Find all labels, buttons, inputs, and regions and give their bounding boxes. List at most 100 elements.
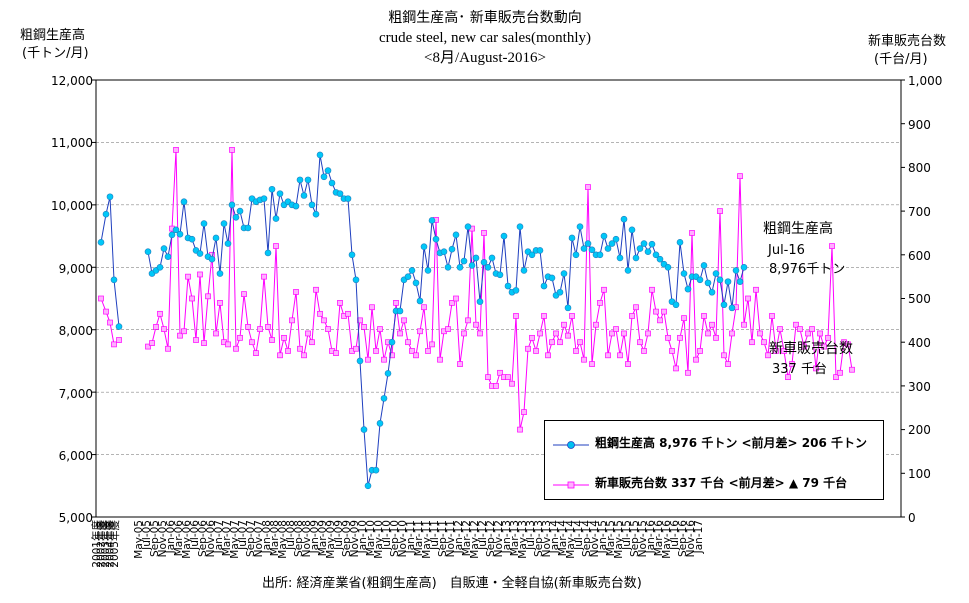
car-point	[185, 273, 191, 280]
steel-point	[432, 235, 440, 243]
x-tick-label: Jan-06	[165, 520, 177, 555]
steel-point	[336, 190, 344, 197]
x-tick-label: Nov-07	[253, 520, 265, 557]
x-tick-label: Nov-16	[685, 520, 697, 558]
car-point	[485, 374, 491, 381]
car-point	[181, 328, 187, 335]
steel-point	[724, 278, 732, 285]
x-tick-label: Sep-12	[485, 520, 497, 557]
car-point	[297, 345, 303, 352]
car-point	[661, 308, 667, 315]
steel-point	[428, 217, 436, 224]
right-axis-label-line1: 新車販売台数	[868, 34, 947, 49]
x-tick-label: Jul-05	[141, 520, 153, 551]
car-point	[145, 343, 151, 350]
x-tick-label: Nov-14	[589, 520, 601, 558]
car-point	[253, 350, 259, 356]
steel-point	[540, 282, 548, 290]
car-point	[697, 348, 703, 354]
car-point	[309, 339, 315, 346]
x-tick-label: Sep-05	[149, 520, 161, 557]
steel-point	[736, 278, 744, 285]
car-point	[361, 324, 367, 330]
left-tick-label: 6,000	[58, 449, 93, 463]
x-tick-label: May-05	[133, 520, 145, 559]
car-point	[809, 326, 815, 332]
x-tick-label: May-07	[229, 520, 241, 559]
x-tick-label: Nov-13	[541, 520, 553, 557]
steel-point	[444, 263, 452, 271]
car-point	[337, 300, 343, 306]
steel-point	[404, 273, 412, 280]
car-point	[245, 324, 251, 330]
steel-point	[488, 254, 496, 262]
steel-point	[500, 232, 508, 240]
x-tick-label: Jul-15	[621, 520, 633, 551]
legend-item-car: 新車販売台数 337 千台 <前月差> ▲ 79 千台	[553, 473, 847, 491]
car-point	[773, 348, 779, 354]
steel-point	[228, 201, 236, 209]
car-point	[657, 317, 663, 324]
car-point	[765, 352, 771, 359]
steel-point	[504, 282, 512, 290]
car-point	[233, 345, 239, 352]
steel-point	[196, 250, 204, 257]
axes	[92, 79, 905, 518]
steel-point	[656, 255, 664, 263]
steel-point	[536, 247, 544, 254]
steel-point	[652, 251, 660, 259]
car-point	[437, 356, 443, 363]
steel-point	[320, 173, 328, 181]
right-tick-label: 800	[908, 161, 931, 175]
steel-point	[264, 249, 272, 257]
car-point	[321, 317, 327, 324]
x-tick-label: May-09	[325, 520, 337, 559]
car-point	[681, 315, 687, 322]
car-point	[689, 230, 695, 236]
steel-point	[548, 274, 556, 282]
x-tick-label: Sep-15	[629, 520, 641, 557]
steel-point	[576, 223, 584, 231]
steel-point	[628, 226, 636, 234]
car-point	[285, 348, 291, 354]
chart-subtitle: crude steel, new car sales(monthly)	[379, 30, 591, 46]
car-point	[425, 348, 431, 354]
car-annotation-name: 新車販売台数	[769, 341, 853, 357]
legend-car-symbol	[553, 476, 589, 489]
legend-steel-label: 粗鋼生産高 8,976 千トン <前月差> 206 千トン	[595, 435, 868, 450]
x-tick-label: Mar-10	[365, 520, 377, 556]
x-tick-label: Nov-12	[493, 520, 505, 557]
car-point	[641, 348, 647, 354]
steel-point	[328, 179, 336, 187]
x-tick-label: Mar-07	[221, 520, 233, 556]
x-tick-label: Jul-07	[237, 520, 249, 551]
x-tick-label: Jan-09	[309, 520, 321, 554]
steel-point	[102, 210, 110, 218]
steel-point	[468, 262, 476, 269]
steel-point	[456, 263, 464, 271]
car-point	[833, 374, 839, 381]
car-point	[593, 321, 599, 328]
x-tick-label: Jul-06	[189, 520, 201, 551]
car-point	[401, 317, 407, 324]
steel-point	[272, 215, 280, 222]
x-tick-label: Jan-11	[405, 520, 417, 554]
car-point	[116, 337, 122, 343]
steel-point	[588, 246, 596, 254]
car-point	[153, 324, 159, 330]
steel-point	[344, 195, 352, 202]
x-tick-label: May-08	[277, 520, 289, 559]
car-point	[817, 330, 823, 337]
x-tick-label: Jul-14	[573, 520, 585, 551]
car-point	[573, 348, 579, 354]
car-point	[729, 330, 735, 337]
steel-point	[624, 267, 632, 274]
steel-point	[416, 297, 424, 305]
steel-point	[704, 279, 712, 287]
car-point	[625, 361, 631, 367]
car-point	[149, 340, 155, 346]
left-tick-label: 10,000	[51, 199, 93, 213]
car-point	[161, 326, 167, 332]
steel-point	[172, 226, 180, 234]
car-point	[653, 308, 659, 315]
